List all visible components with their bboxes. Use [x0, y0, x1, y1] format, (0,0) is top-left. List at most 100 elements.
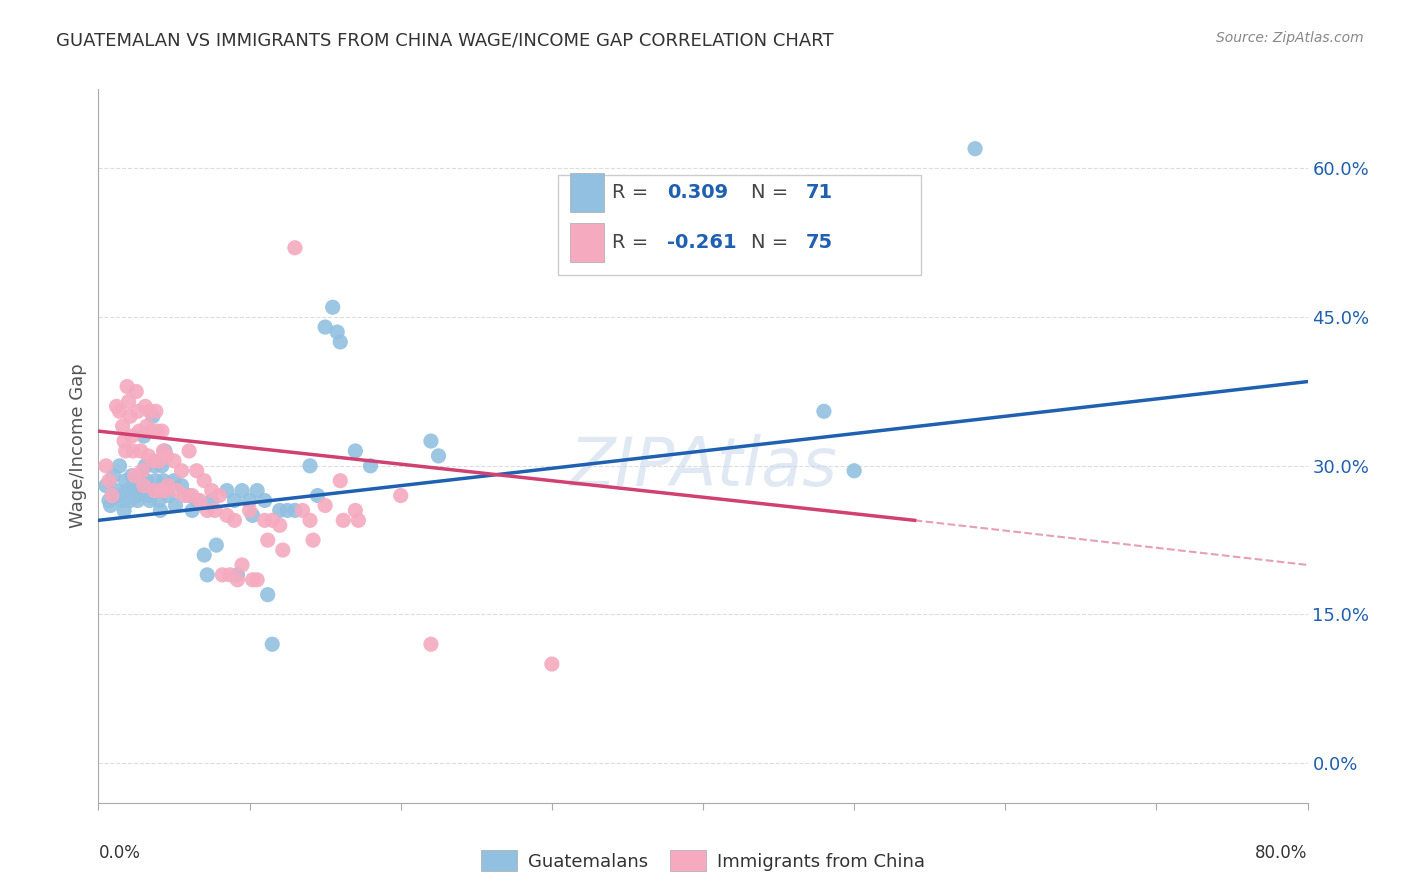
Point — [125, 384, 148, 399]
Text: ZIPAtlas: ZIPAtlas — [569, 434, 837, 500]
Point — [163, 474, 186, 488]
Point — [110, 489, 132, 503]
Point — [98, 474, 121, 488]
Point — [132, 478, 155, 492]
Point — [150, 458, 173, 473]
Text: -0.261: -0.261 — [666, 233, 737, 252]
Point — [142, 409, 165, 424]
Point — [269, 518, 291, 533]
Point — [389, 489, 412, 503]
Point — [127, 404, 149, 418]
Point — [141, 424, 163, 438]
Point — [94, 478, 117, 492]
Point — [170, 464, 193, 478]
Point — [181, 489, 204, 503]
Point — [148, 454, 170, 468]
Point — [94, 458, 117, 473]
Text: N =: N = — [751, 233, 794, 252]
Point — [329, 474, 352, 488]
Point — [165, 499, 187, 513]
Point — [224, 493, 246, 508]
Point — [179, 489, 201, 503]
Point — [215, 508, 238, 523]
FancyBboxPatch shape — [569, 173, 603, 212]
Point — [307, 489, 329, 503]
Point — [427, 449, 450, 463]
Point — [242, 508, 264, 523]
Point — [239, 493, 262, 508]
Point — [299, 458, 322, 473]
Point — [114, 444, 136, 458]
Point — [145, 404, 167, 418]
Point — [155, 478, 177, 492]
Point — [146, 483, 169, 498]
Point — [150, 424, 173, 438]
Point — [121, 468, 143, 483]
Point — [344, 503, 367, 517]
Point — [134, 458, 156, 473]
Point — [256, 588, 278, 602]
Point — [201, 483, 224, 498]
Point — [143, 458, 166, 473]
Point — [135, 474, 157, 488]
Point — [420, 434, 443, 448]
Point — [239, 503, 262, 517]
Point — [112, 434, 135, 448]
Point — [120, 493, 142, 508]
Point — [299, 513, 322, 527]
Point — [100, 499, 122, 513]
Text: 71: 71 — [806, 183, 832, 202]
FancyBboxPatch shape — [558, 175, 921, 275]
Point — [108, 458, 131, 473]
Point — [120, 409, 142, 424]
Point — [347, 513, 370, 527]
Point — [314, 320, 336, 334]
Point — [253, 493, 276, 508]
Point — [122, 444, 145, 458]
Point — [540, 657, 562, 671]
Point — [262, 513, 284, 527]
Point — [329, 334, 352, 349]
Point — [111, 419, 134, 434]
Point — [115, 483, 138, 498]
Point — [124, 468, 146, 483]
Text: GUATEMALAN VS IMMIGRANTS FROM CHINA WAGE/INCOME GAP CORRELATION CHART: GUATEMALAN VS IMMIGRANTS FROM CHINA WAGE… — [56, 31, 834, 49]
Text: 75: 75 — [806, 233, 832, 252]
Point — [813, 404, 835, 418]
Point — [105, 400, 128, 414]
Point — [215, 483, 238, 498]
Point — [145, 474, 167, 488]
Point — [121, 429, 143, 443]
Point — [163, 454, 186, 468]
Point — [195, 567, 218, 582]
Point — [246, 483, 269, 498]
Point — [284, 241, 307, 255]
FancyBboxPatch shape — [569, 223, 603, 262]
Point — [118, 394, 141, 409]
Point — [195, 503, 218, 517]
Point — [242, 573, 264, 587]
Point — [181, 503, 204, 517]
Point — [129, 444, 152, 458]
Point — [135, 419, 157, 434]
Text: R =: R = — [613, 183, 655, 202]
Point — [284, 503, 307, 517]
Point — [111, 493, 134, 508]
Point — [114, 474, 136, 488]
Point — [224, 513, 246, 527]
Point — [360, 458, 382, 473]
Point — [156, 489, 179, 503]
Point — [153, 444, 176, 458]
Point — [105, 483, 128, 498]
Point — [146, 424, 169, 438]
Point — [201, 493, 224, 508]
Point — [211, 567, 233, 582]
Point — [139, 493, 162, 508]
Point — [231, 483, 253, 498]
Text: N =: N = — [751, 183, 794, 202]
Point — [149, 483, 172, 498]
Point — [420, 637, 443, 651]
Point — [276, 503, 298, 517]
Point — [98, 493, 121, 508]
Point — [122, 478, 145, 492]
